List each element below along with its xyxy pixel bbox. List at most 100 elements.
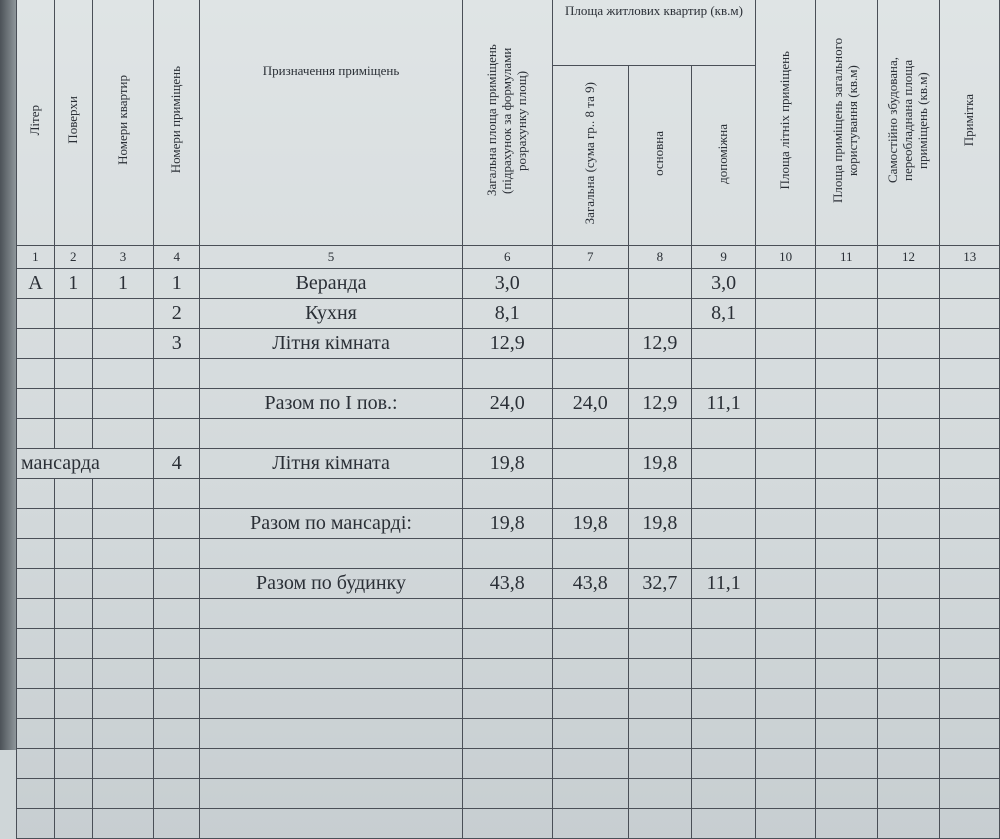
cell-empty — [16, 778, 55, 809]
cell-empty — [199, 688, 464, 719]
cell-empty — [939, 718, 1000, 749]
table-row — [16, 478, 1000, 509]
cell-empty — [814, 508, 878, 539]
cell-empty — [199, 748, 464, 779]
table-row: Разом по будинку 43,8 43,8 32,7 11,1 — [16, 568, 1000, 599]
header-floors: Поверхи — [53, 0, 93, 246]
cell-total — [462, 538, 553, 569]
cell-aux: 11,1 — [690, 568, 757, 599]
cell-room — [153, 508, 201, 539]
column-number-row: 1 2 3 4 5 6 7 8 9 10 11 12 13 — [16, 245, 1000, 269]
table-row: мансарда 4 Літня кімната 19,8 19,8 — [15, 448, 1000, 479]
cell-empty — [628, 658, 692, 689]
empty-row — [16, 628, 1000, 659]
cell-main: 19,8 — [628, 448, 692, 479]
cell-litera — [16, 328, 55, 359]
cell-empty — [876, 388, 941, 419]
header-living-aux: допоміжна — [690, 65, 757, 246]
cell-main: 19,8 — [628, 508, 692, 539]
cell-sum — [551, 448, 630, 479]
cell-aux — [690, 538, 757, 569]
column-number: 13 — [939, 245, 1000, 269]
cell-floor — [53, 298, 93, 329]
cell-empty — [462, 628, 553, 659]
header-apartment-numbers: Номери квартир — [91, 0, 155, 246]
cell-empty — [939, 388, 1000, 419]
column-number: 2 — [53, 245, 93, 269]
cell-empty — [462, 748, 553, 779]
cell-empty — [755, 538, 816, 569]
cell-sum — [551, 538, 630, 569]
cell-empty — [53, 718, 93, 749]
cell-empty — [153, 658, 201, 689]
cell-floor — [53, 538, 93, 569]
cell-empty — [153, 748, 201, 779]
cell-empty — [551, 598, 630, 629]
cell-name: Разом по будинку — [199, 568, 464, 599]
cell-aux — [690, 358, 757, 389]
cell-empty — [153, 688, 201, 719]
cell-empty — [939, 418, 1000, 449]
cell-empty — [814, 358, 878, 389]
cell-empty — [628, 718, 692, 749]
cell-empty — [690, 808, 757, 839]
cell-empty — [876, 418, 941, 449]
cell-name: Кухня — [199, 298, 464, 329]
cell-empty — [628, 748, 692, 779]
cell-total: 24,0 — [462, 388, 553, 419]
cell-total — [462, 478, 553, 509]
cell-empty — [690, 718, 757, 749]
cell-empty — [755, 598, 816, 629]
cell-empty — [876, 748, 941, 779]
cell-empty — [199, 628, 464, 659]
cell-empty — [814, 268, 878, 299]
cell-empty — [939, 328, 1000, 359]
cell-empty — [876, 538, 941, 569]
cell-empty — [755, 448, 816, 479]
cell-room — [153, 568, 201, 599]
cell-empty — [755, 298, 816, 329]
column-number: 4 — [153, 245, 201, 269]
cell-empty — [814, 448, 878, 479]
cell-apt — [91, 298, 155, 329]
column-number: 11 — [814, 245, 878, 269]
cell-empty — [939, 268, 1000, 299]
cell-empty — [755, 748, 816, 779]
cell-litera: А — [16, 268, 55, 299]
cell-total — [462, 418, 553, 449]
cell-main: 32,7 — [628, 568, 692, 599]
cell-empty — [199, 778, 464, 809]
cell-empty — [153, 628, 201, 659]
cell-sum — [551, 478, 630, 509]
cell-empty — [814, 658, 878, 689]
cell-empty — [91, 628, 155, 659]
cell-empty — [153, 778, 201, 809]
table-row: 3 Літня кімната 12,9 12,9 — [16, 328, 1000, 359]
cell-empty — [16, 748, 55, 779]
cell-sum — [551, 328, 630, 359]
cell-empty — [53, 808, 93, 839]
cell-empty — [690, 598, 757, 629]
cell-empty — [755, 568, 816, 599]
column-number: 10 — [755, 245, 816, 269]
cell-empty — [628, 778, 692, 809]
cell-sum — [551, 358, 630, 389]
cell-empty — [690, 628, 757, 659]
cell-name — [199, 358, 464, 389]
cell-empty — [551, 808, 630, 839]
cell-empty — [939, 748, 1000, 779]
column-number: 1 — [16, 245, 55, 269]
cell-empty — [462, 688, 553, 719]
cell-empty — [690, 778, 757, 809]
cell-empty — [814, 388, 878, 419]
empty-row — [16, 718, 1000, 749]
empty-row — [16, 598, 1000, 629]
header-room-purpose: Призначення приміщень — [199, 0, 464, 246]
cell-aux — [690, 328, 757, 359]
cell-apt — [91, 358, 155, 389]
column-number: 5 — [199, 245, 464, 269]
header-living-main: основна — [628, 65, 692, 246]
cell-empty — [551, 688, 630, 719]
header-note: Примітка — [939, 0, 1000, 246]
cell-empty — [939, 808, 1000, 839]
